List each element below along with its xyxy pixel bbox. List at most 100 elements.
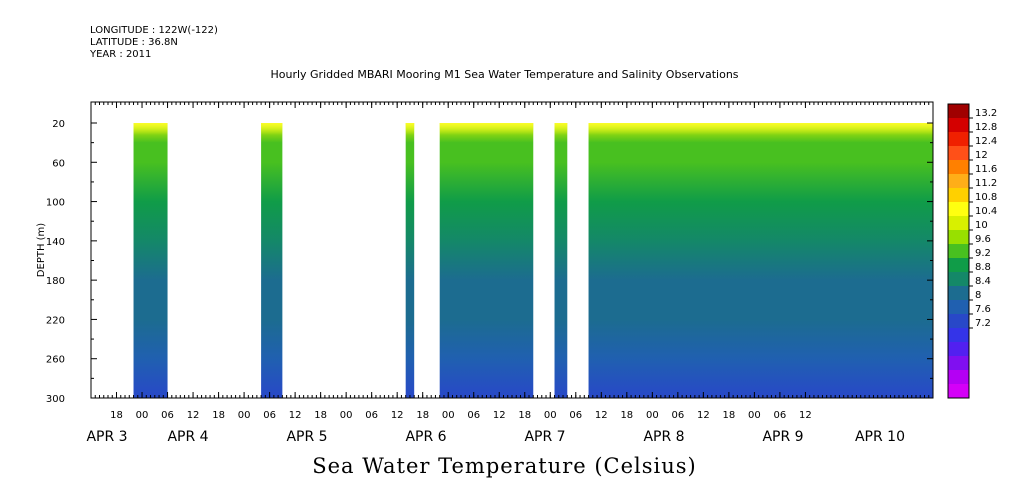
x-tick-label: 12 — [493, 410, 506, 421]
colorbar-swatch — [948, 118, 969, 132]
x-tick-label: 12 — [595, 410, 608, 421]
colorbar-swatch — [948, 370, 969, 384]
x-tick-label: 06 — [671, 410, 684, 421]
x-tick-label: 18 — [212, 410, 225, 421]
colorbar: 13.2 12.8 12.4 12 11.6 11.2 10.8 10.4 10 9.6 9.2 8.… — [947, 103, 997, 399]
x-tick-label: 12 — [289, 410, 302, 421]
x-tick-label: 06 — [161, 410, 174, 421]
data-segment — [133, 123, 168, 398]
colorbar-swatch — [948, 384, 969, 398]
colorbar-frame — [947, 103, 970, 399]
colorbar-swatch — [948, 230, 969, 244]
colorbar-swatch — [948, 202, 969, 216]
x-tick-label: 18 — [620, 410, 633, 421]
colorbar-label: 8.4 — [975, 276, 991, 287]
colorbar-label: 8.8 — [975, 262, 991, 273]
colorbar-swatch — [948, 258, 969, 272]
x-day-label: APR 10 — [855, 429, 905, 445]
chart-title: Hourly Gridded MBARI Mooring M1 Sea Wate… — [270, 68, 739, 81]
x-tick-label: 06 — [263, 410, 276, 421]
surface-layer — [133, 123, 168, 135]
surface-layer — [405, 123, 415, 135]
data-segment — [588, 123, 933, 398]
x-tick-label: 00 — [544, 410, 557, 421]
x-day-label: APR 6 — [405, 429, 446, 445]
x-tick-label: 06 — [774, 410, 787, 421]
data-segment — [439, 123, 534, 398]
colorbar-swatch — [948, 314, 969, 328]
x-tick-label: 00 — [238, 410, 251, 421]
x-tick-label: 12 — [391, 410, 404, 421]
x-day-label: APR 5 — [286, 429, 327, 445]
axes: 20 60 100 140 180 220 260 300 DEPTH (m) 18 00 06 12 1… — [36, 101, 934, 445]
colorbar-label: 11.2 — [975, 178, 997, 189]
x-day-label: APR 4 — [167, 429, 208, 445]
colorbar-swatch — [948, 188, 969, 202]
y-tick-label: 260 — [46, 355, 65, 366]
colorbar-swatch — [948, 300, 969, 314]
colorbar-label: 10.8 — [975, 192, 997, 203]
y-tick-label: 20 — [52, 119, 65, 130]
surface-layer — [588, 123, 933, 135]
x-tick-label: 00 — [646, 410, 659, 421]
x-day-label: APR 7 — [524, 429, 565, 445]
x-tick-label: 00 — [442, 410, 455, 421]
x-tick-label: 12 — [697, 410, 710, 421]
colorbar-swatch — [948, 146, 969, 160]
x-tick-label: 00 — [136, 410, 149, 421]
x-day-label: APR 3 — [86, 429, 127, 445]
colorbar-label: 12.4 — [975, 136, 997, 147]
y-tick-label: 220 — [46, 315, 65, 326]
data-segment — [405, 123, 415, 398]
colorbar-label: 7.2 — [975, 318, 991, 329]
year-label: YEAR : 2011 — [90, 49, 152, 60]
x-tick-label: 06 — [365, 410, 378, 421]
colorbar-label: 12.8 — [975, 122, 997, 133]
x-tick-label: 06 — [467, 410, 480, 421]
colorbar-swatch — [948, 160, 969, 174]
y-tick-label: 180 — [46, 276, 65, 287]
x-tick-label: 00 — [748, 410, 761, 421]
colorbar-swatch — [948, 356, 969, 370]
colorbar-label: 12 — [975, 150, 988, 161]
data-segments — [133, 123, 933, 398]
colorbar-label: 13.2 — [975, 108, 997, 119]
x-tick-label: 06 — [569, 410, 582, 421]
variable-label: Sea Water Temperature (Celsius) — [312, 454, 697, 478]
longitude-label: LONGITUDE : 122W(-122) — [90, 25, 218, 36]
x-tick-label: 18 — [518, 410, 531, 421]
y-tick-label: 300 — [46, 394, 65, 405]
x-day-label: APR 9 — [762, 429, 803, 445]
colorbar-label: 9.2 — [975, 248, 991, 259]
data-segment — [554, 123, 568, 398]
colorbar-label: 7.6 — [975, 304, 991, 315]
x-tick-label: 18 — [723, 410, 736, 421]
x-tick-label: 18 — [110, 410, 123, 421]
x-tick-label: 18 — [314, 410, 327, 421]
colorbar-swatch — [948, 328, 969, 342]
surface-layer — [261, 123, 283, 135]
surface-layer — [554, 123, 568, 135]
colorbar-swatch — [948, 286, 969, 300]
colorbar-label: 9.6 — [975, 234, 991, 245]
x-tick-label: 12 — [187, 410, 200, 421]
colorbar-swatch — [948, 272, 969, 286]
colorbar-label: 11.6 — [975, 164, 997, 175]
y-axis-label: DEPTH (m) — [36, 223, 47, 277]
surface-layer — [439, 123, 534, 135]
colorbar-label: 8 — [975, 290, 981, 301]
colorbar-swatch — [948, 132, 969, 146]
y-tick-label: 100 — [46, 198, 65, 209]
x-tick-label: 12 — [799, 410, 812, 421]
y-tick-label: 140 — [46, 237, 65, 248]
x-tick-label: 00 — [340, 410, 353, 421]
colorbar-swatch — [948, 244, 969, 258]
colorbar-label: 10.4 — [975, 206, 997, 217]
colorbar-swatch — [948, 174, 969, 188]
colorbar-swatch — [948, 104, 969, 118]
y-tick-label: 60 — [52, 158, 65, 169]
data-segment — [261, 123, 283, 398]
colorbar-swatch — [948, 342, 969, 356]
x-tick-label: 18 — [416, 410, 429, 421]
